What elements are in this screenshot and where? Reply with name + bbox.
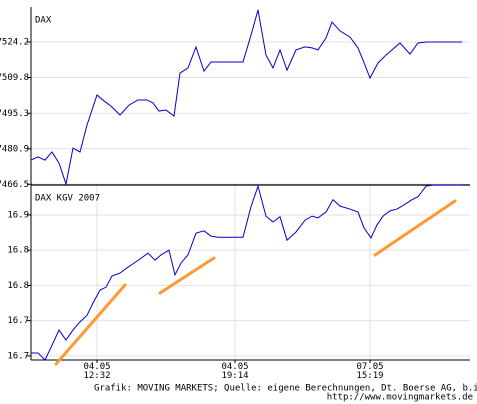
x-tick-label: 07.05 15:19	[356, 362, 383, 381]
footer-source: Grafik: MOVING MARKETS; Quelle: eigene B…	[94, 384, 477, 394]
x-tick-label: 04.05 12:32	[83, 362, 110, 381]
panel-title: DAX KGV 2007	[35, 194, 100, 204]
x-tick-label-line: 12:32	[83, 371, 110, 381]
data-line	[31, 184, 462, 361]
y-tick-label: 16.7	[7, 316, 29, 326]
trend-line	[158, 256, 216, 295]
footer-url: http://www.movingmarkets.de	[327, 393, 473, 403]
y-tick-label: 7480.9	[0, 144, 29, 154]
trend-line	[54, 283, 127, 366]
y-tick-label: 16.8	[7, 281, 29, 291]
x-tick-label-line: 07.05	[356, 362, 383, 372]
x-tick-label-line: 04.05	[83, 362, 110, 372]
grid-layer	[31, 41, 470, 360]
trend-line	[373, 199, 457, 257]
y-tick-label: 7509.8	[0, 73, 29, 83]
data-line	[30, 9, 462, 186]
x-tick-label-line: 04.05	[221, 362, 248, 372]
y-tick-label: 7495.3	[0, 109, 29, 119]
y-tick-label: 16.7	[7, 351, 29, 361]
y-tick-label: 16.8	[7, 246, 29, 256]
y-tick-label: 16.9	[7, 210, 29, 220]
y-tick-label: 7466.5	[0, 180, 29, 190]
x-tick-label-line: 19:14	[221, 371, 248, 381]
x-tick-label: 04.05 19:14	[221, 362, 248, 381]
x-tick-label-line: 15:19	[356, 371, 383, 381]
panel-title: DAX	[35, 16, 52, 26]
trend-lines	[54, 199, 457, 366]
y-tick-label: 7524.2	[0, 38, 29, 48]
line-layer	[30, 9, 462, 361]
